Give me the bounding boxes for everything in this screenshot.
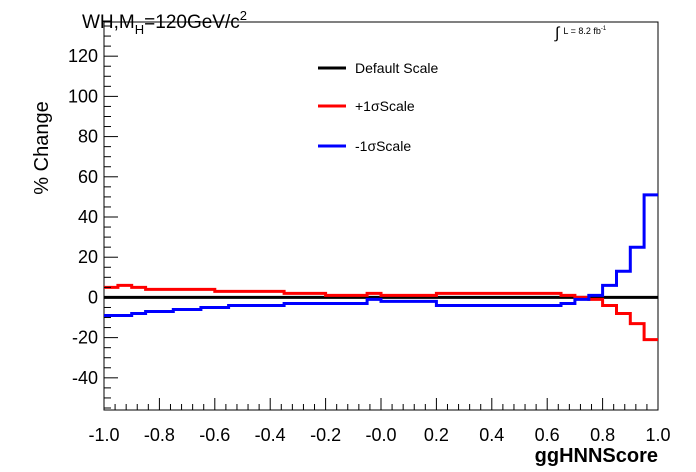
y-tick-label-2: 0 [88, 287, 98, 307]
legend-entry-minus1sigma: -1σScale [318, 138, 411, 154]
y-tick-label-0: -40 [72, 368, 98, 388]
x-tick-label-3: -0.4 [255, 425, 286, 445]
y-tick-label-7: 100 [68, 86, 98, 106]
legend-label-default: Default Scale [355, 60, 438, 76]
x-axis-label: ggHNNScore [535, 445, 658, 467]
legend-label-plus1sigma: +1σScale [355, 98, 415, 114]
x-tick-label-0: -1.0 [88, 425, 119, 445]
x-tick-label-9: 0.8 [590, 425, 615, 445]
series-line-2 [104, 193, 658, 317]
x-tick-label-6: 0.2 [424, 425, 449, 445]
x-tick-label-8: 0.6 [535, 425, 560, 445]
legend-entry-plus1sigma: +1σScale [318, 98, 415, 114]
axes: -1.0 -0.8 -0.6 -0.4 -0.2 -0.0 0.2 0.4 0.6 0.8 1.0 -… [68, 25, 671, 445]
x-tick-label-2: -0.6 [199, 425, 230, 445]
y-tick-label-6: 80 [78, 127, 98, 147]
y-tick-label-4: 40 [78, 207, 98, 227]
luminosity-label: ∫ L = 8.2 fb-1 [554, 25, 607, 42]
x-tick-label-5: -0.0 [365, 425, 396, 445]
legend-label-minus1sigma: -1σScale [355, 138, 411, 154]
plot-frame [103, 21, 659, 411]
plot-area-border [103, 21, 659, 411]
y-tick-label-8: 120 [68, 46, 98, 66]
series-layer [104, 193, 658, 342]
y-tick-label-5: 60 [78, 167, 98, 187]
legend-entry-default: Default Scale [318, 60, 438, 76]
x-tick-label-4: -0.2 [310, 425, 341, 445]
y-tick-label-1: -20 [72, 328, 98, 348]
x-tick-label-1: -0.8 [144, 425, 175, 445]
x-tick-label-7: 0.4 [479, 425, 504, 445]
series-line-1 [104, 283, 658, 342]
y-tick-label-3: 20 [78, 247, 98, 267]
legend: Default Scale +1σScale -1σScale [318, 60, 438, 154]
chart-title: WH,MH=120GeV/c2 [82, 8, 247, 37]
x-tick-label-10: 1.0 [645, 425, 670, 445]
y-axis-label: % Change [31, 101, 53, 194]
